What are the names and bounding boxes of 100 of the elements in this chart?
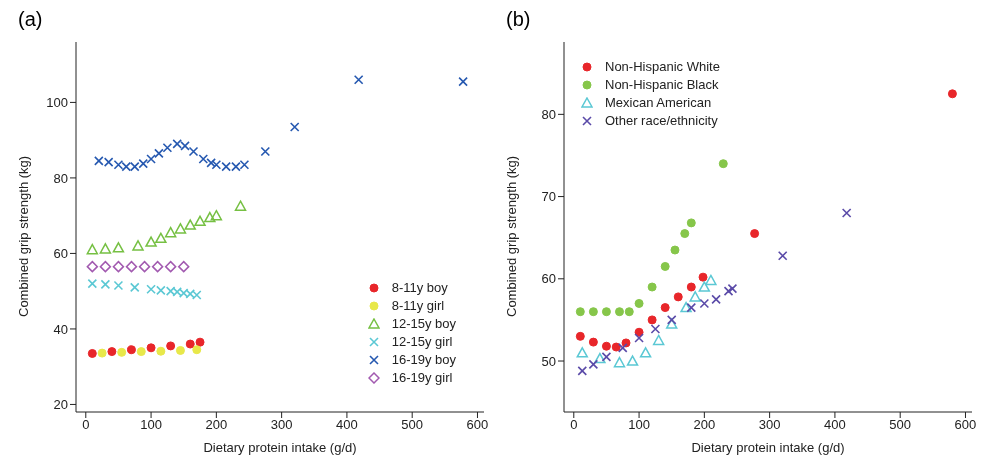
point — [164, 260, 177, 273]
x-tick-label: 500 — [889, 417, 912, 433]
x-tick-label: 400 — [824, 417, 846, 433]
point — [289, 122, 300, 132]
legend-label: 8-11y girl — [391, 297, 445, 315]
point — [698, 272, 708, 282]
point — [617, 343, 628, 353]
point — [594, 352, 606, 364]
point — [112, 260, 125, 273]
x-axis-title: Dietary protein intake (g/d) — [203, 440, 357, 455]
legend-label: 12-15y girl — [391, 333, 453, 351]
x-tick-label: 300 — [758, 417, 781, 433]
point — [686, 218, 696, 228]
point — [164, 226, 177, 238]
point — [166, 341, 176, 351]
point — [947, 89, 957, 99]
point — [686, 302, 697, 313]
point — [588, 307, 598, 317]
legend-label: 8-11y boy — [391, 279, 448, 297]
point — [575, 331, 585, 341]
point — [210, 209, 223, 221]
point — [146, 154, 156, 164]
point — [666, 315, 677, 325]
x-tick-label: 100 — [140, 417, 162, 433]
point — [665, 318, 678, 329]
point — [145, 236, 157, 247]
y-tick-label: 80 — [541, 106, 556, 122]
point — [777, 250, 788, 261]
x-tick-label: 100 — [628, 417, 650, 433]
point — [86, 243, 99, 255]
point — [204, 211, 216, 223]
point — [626, 355, 639, 366]
point — [670, 245, 680, 255]
point — [99, 243, 112, 254]
point — [601, 352, 612, 362]
point — [689, 291, 701, 302]
point — [705, 274, 717, 286]
point — [113, 280, 124, 291]
point — [234, 200, 247, 211]
x-tick-label: 200 — [205, 417, 228, 433]
point — [718, 159, 728, 169]
point — [162, 142, 173, 153]
point — [175, 345, 185, 355]
point — [151, 260, 164, 273]
point — [87, 348, 97, 358]
legend-label: 12-15y boy — [391, 315, 456, 333]
point — [841, 208, 852, 218]
point — [588, 359, 599, 370]
point — [188, 146, 199, 157]
x-tick-label: 200 — [693, 417, 716, 433]
point — [614, 307, 624, 317]
y-tick-label: 60 — [541, 271, 556, 287]
x-tick-label: 300 — [270, 417, 293, 433]
point — [177, 260, 190, 273]
point — [601, 307, 611, 317]
x-tick-label: 600 — [954, 417, 977, 433]
point — [699, 298, 710, 309]
point — [639, 347, 652, 358]
y-tick-label: 100 — [46, 95, 68, 111]
point — [154, 148, 164, 159]
point — [129, 282, 140, 293]
point — [100, 279, 111, 290]
legend-label: Non-Hispanic White — [605, 58, 720, 76]
point — [611, 342, 621, 352]
point — [86, 260, 99, 273]
point — [192, 345, 202, 355]
point — [198, 154, 209, 164]
y-tick-label: 20 — [53, 397, 68, 413]
point — [711, 294, 721, 305]
point — [660, 261, 670, 271]
point — [132, 240, 144, 251]
point — [112, 242, 125, 253]
point — [650, 324, 661, 334]
x-tick-label: 0 — [570, 417, 578, 433]
point — [723, 286, 734, 296]
point — [156, 346, 166, 356]
point — [185, 339, 195, 349]
legend-label: Other race/ethnicity — [605, 112, 718, 130]
point — [577, 366, 588, 376]
point — [458, 76, 468, 87]
legend-label: Mexican American — [605, 94, 712, 112]
point — [136, 347, 146, 357]
y-tick-label: 40 — [53, 321, 68, 337]
x-axis-title: Dietary protein intake (g/d) — [691, 440, 845, 455]
point — [588, 337, 598, 347]
point — [601, 341, 611, 351]
point — [107, 347, 117, 357]
point — [673, 292, 683, 302]
y-tick-label: 70 — [541, 189, 556, 205]
point — [686, 282, 696, 292]
point — [660, 303, 670, 313]
point — [647, 315, 657, 325]
point — [260, 146, 271, 157]
point — [126, 345, 136, 355]
point — [184, 219, 196, 230]
point — [680, 301, 692, 313]
point — [146, 343, 156, 353]
point — [624, 307, 634, 317]
point — [97, 348, 107, 358]
point — [698, 281, 711, 292]
